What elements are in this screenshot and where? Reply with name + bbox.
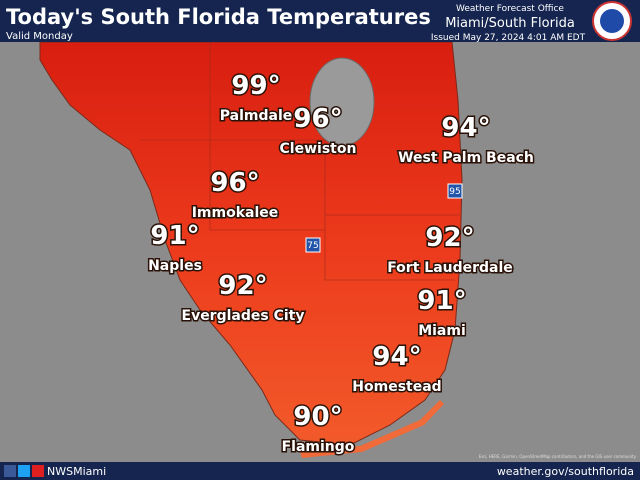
office-region: Miami/South Florida bbox=[445, 16, 575, 31]
city-name: Fort Lauderdale bbox=[387, 260, 513, 276]
keys bbox=[300, 400, 444, 458]
issued: Issued May 27, 2024 4:01 AM EDT bbox=[431, 33, 586, 43]
header-bar bbox=[0, 0, 640, 42]
temperature: 94° bbox=[372, 342, 421, 372]
temperature: 99° bbox=[231, 71, 280, 101]
social: NWSMiami bbox=[47, 465, 106, 478]
temperature: 92° bbox=[425, 223, 474, 253]
highway: 95 bbox=[449, 187, 460, 197]
temperature: 96° bbox=[293, 104, 342, 134]
peninsula bbox=[39, 41, 463, 446]
twitter-icon bbox=[18, 465, 30, 477]
highway: 75 bbox=[307, 241, 318, 251]
temperature: 91° bbox=[150, 221, 199, 251]
temperature: 96° bbox=[210, 168, 259, 198]
temperature: 94° bbox=[441, 113, 490, 143]
temperature: 90° bbox=[293, 402, 342, 432]
valid: Valid Monday bbox=[6, 31, 73, 42]
office-name: Weather Forecast Office bbox=[456, 4, 564, 14]
city-name: Naples bbox=[148, 258, 202, 274]
attribution: Esri, HERE, Garmin, OpenStreetMap contri… bbox=[479, 454, 637, 459]
nws-logo-inner bbox=[600, 9, 624, 33]
footer-bar bbox=[0, 462, 640, 480]
temperature: 92° bbox=[218, 271, 267, 301]
lake-okeechobee bbox=[309, 57, 375, 147]
city-name: Clewiston bbox=[280, 141, 357, 157]
title: Today's South Florida Temperatures bbox=[6, 5, 431, 29]
city-name: Immokalee bbox=[192, 205, 279, 221]
youtube-icon bbox=[32, 465, 44, 477]
facebook-icon bbox=[4, 465, 16, 477]
city-name: Homestead bbox=[352, 379, 441, 395]
shield-95 bbox=[447, 183, 463, 199]
city-name: West Palm Beach bbox=[398, 150, 534, 166]
city-name: Palmdale bbox=[220, 108, 292, 124]
city-name: Everglades City bbox=[182, 308, 305, 324]
temperature: 91° bbox=[417, 286, 466, 316]
city-name: Flamingo bbox=[282, 439, 355, 455]
county-lines bbox=[140, 42, 460, 281]
url: weather.gov/southflorida bbox=[497, 465, 634, 478]
city-name: Miami bbox=[418, 323, 466, 339]
shield-75 bbox=[305, 237, 321, 253]
